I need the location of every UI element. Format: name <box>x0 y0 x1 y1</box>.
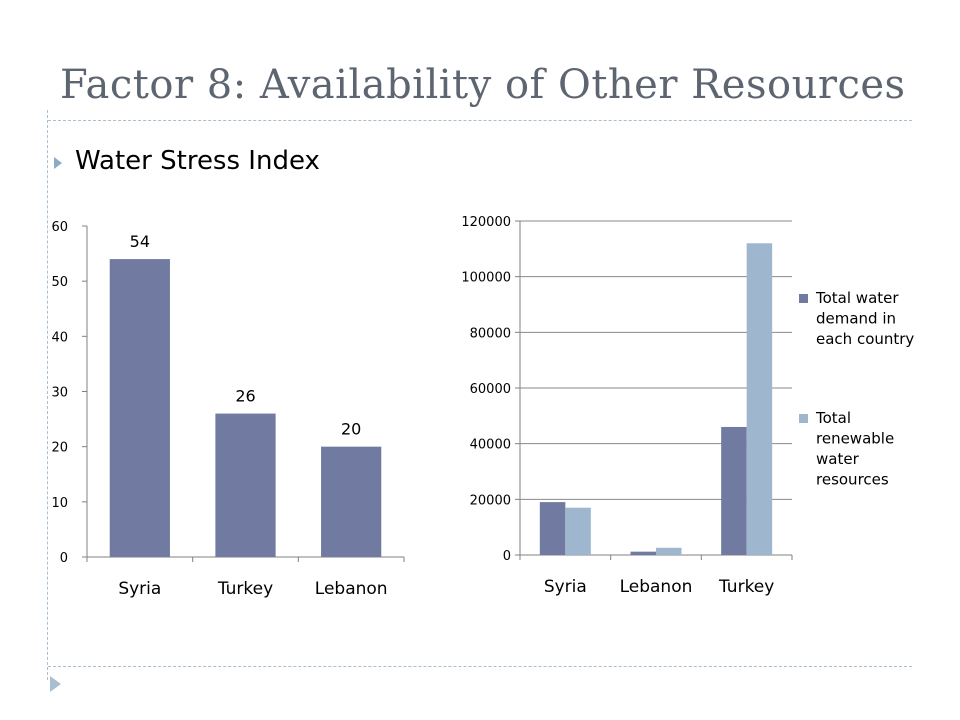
y-tick-label: 20 <box>51 441 68 456</box>
bar-turkey-series-1 <box>721 426 747 555</box>
x-tick-label: Turkey <box>718 577 774 597</box>
bar-syria-series-1 <box>539 502 566 555</box>
left-divider <box>47 110 48 680</box>
y-tick-label: 60000 <box>470 382 511 397</box>
legend-label: Total water <box>815 289 899 307</box>
y-tick-label: 60 <box>51 220 68 235</box>
bar-turkey <box>215 413 276 557</box>
legend-swatch-series-1 <box>799 294 808 303</box>
title-divider <box>48 120 912 121</box>
x-tick-label: Turkey <box>217 579 273 599</box>
slide-title: Factor 8: Availability of Other Resource… <box>60 62 906 108</box>
water-demand-resources-chart: 0 20000 40000 60000 80000 100000 120000 Syria Le… <box>461 215 914 597</box>
bullet-text: Water Stress Index <box>75 146 320 176</box>
legend-label: Total <box>815 409 851 427</box>
bar-turkey-series-2 <box>746 243 773 555</box>
y-tick-label: 120000 <box>461 215 511 230</box>
y-tick-label: 20000 <box>470 493 511 508</box>
bar-lebanon <box>321 446 382 557</box>
y-tick-label: 10 <box>51 496 68 511</box>
legend-label: resources <box>816 471 889 489</box>
y-tick-label: 40 <box>51 330 68 345</box>
y-tick-label: 0 <box>503 549 511 564</box>
y-tick-label: 0 <box>60 551 68 566</box>
bar-lebanon-series-1 <box>630 551 656 555</box>
y-tick-label: 40000 <box>470 438 511 453</box>
water-stress-chart: 0 10 20 30 40 50 60 54 Syria 26 Turkey 20 Lebanon <box>51 220 405 599</box>
y-tick-label: 80000 <box>470 326 511 341</box>
bar-syria-series-2 <box>565 507 591 555</box>
data-label: 26 <box>235 387 255 406</box>
y-tick-label: 50 <box>51 275 68 290</box>
bar-syria <box>109 259 170 557</box>
bar-lebanon-series-2 <box>656 547 682 555</box>
bullet-arrow-icon <box>54 157 62 169</box>
x-tick-label: Syria <box>118 579 161 599</box>
y-tick-label: 100000 <box>461 271 511 286</box>
x-tick-label: Lebanon <box>315 579 388 599</box>
data-label: 54 <box>130 232 150 251</box>
y-tick-label: 30 <box>51 386 68 401</box>
x-tick-label: Syria <box>544 577 587 597</box>
footer-divider <box>48 666 912 667</box>
data-label: 20 <box>341 420 361 439</box>
legend-label: renewable <box>816 430 894 448</box>
x-tick-label: Lebanon <box>620 577 693 597</box>
legend-label: water <box>816 450 860 468</box>
footer-arrow-icon <box>50 676 61 692</box>
legend-swatch-series-2 <box>799 414 808 423</box>
legend-label: demand in <box>816 310 896 328</box>
legend-label: each country <box>816 330 914 348</box>
